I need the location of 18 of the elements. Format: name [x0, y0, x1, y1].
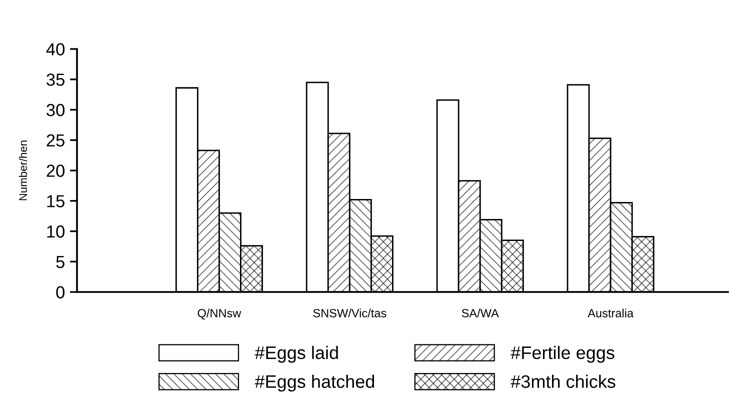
y-tick-label: 5: [56, 256, 64, 268]
legend-label: #3mth chicks: [510, 374, 616, 388]
y-tick-label: 30: [46, 104, 65, 116]
y-axis-title: Number/hen: [18, 140, 28, 200]
x-tick-label: Australia: [588, 308, 634, 318]
y-tick-label: 20: [46, 164, 65, 177]
x-tick-label: SNSW/Vic/tas: [313, 308, 386, 318]
x-tick-label: Q/NNsw: [198, 308, 242, 320]
y-tick-label: 35: [46, 74, 64, 86]
legend-label: #Fertile eggs: [510, 346, 614, 363]
y-tick-label: 10: [47, 225, 65, 238]
y-tick-label: 25: [46, 134, 64, 147]
x-tick-label: SA/WA: [462, 308, 499, 318]
y-tick-label: 15: [47, 195, 64, 208]
y-tick-label: 0: [56, 286, 65, 298]
legend-label: #Eggs laid: [254, 346, 338, 363]
y-tick-label: 40: [46, 43, 65, 56]
legend-label: #Eggs hatched: [254, 374, 374, 392]
